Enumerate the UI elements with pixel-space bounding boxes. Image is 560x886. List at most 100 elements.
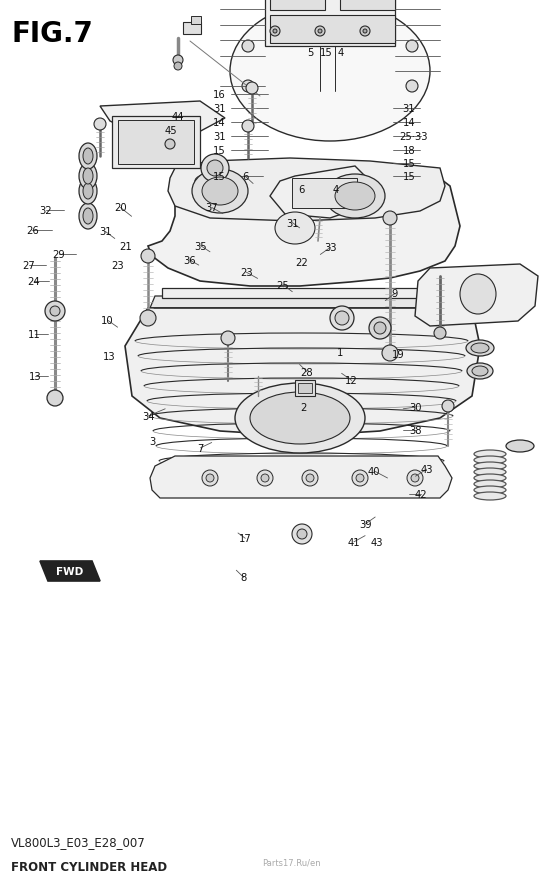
Ellipse shape <box>202 178 238 206</box>
Bar <box>340 0 395 11</box>
Text: 6: 6 <box>298 184 305 195</box>
Text: 3: 3 <box>149 436 156 447</box>
Ellipse shape <box>195 174 235 190</box>
Ellipse shape <box>474 462 506 470</box>
Ellipse shape <box>79 179 97 205</box>
Bar <box>298 384 312 393</box>
Ellipse shape <box>141 250 155 264</box>
Ellipse shape <box>292 525 312 544</box>
Text: 27: 27 <box>23 260 35 271</box>
Polygon shape <box>150 456 452 499</box>
Ellipse shape <box>270 27 280 37</box>
Ellipse shape <box>250 392 350 445</box>
Ellipse shape <box>330 307 354 330</box>
Text: 44: 44 <box>172 112 184 122</box>
Text: 31: 31 <box>403 104 415 114</box>
Text: 14: 14 <box>403 118 415 128</box>
Bar <box>112 117 200 169</box>
Text: 26: 26 <box>26 225 39 236</box>
Ellipse shape <box>242 41 254 53</box>
Text: 6: 6 <box>242 172 249 183</box>
Ellipse shape <box>374 323 386 335</box>
Text: 2: 2 <box>300 402 307 413</box>
Bar <box>270 0 325 11</box>
Text: 24: 24 <box>27 276 40 287</box>
Ellipse shape <box>318 30 322 34</box>
Ellipse shape <box>360 27 370 37</box>
Ellipse shape <box>242 120 254 133</box>
Bar <box>292 179 357 209</box>
Ellipse shape <box>47 391 63 407</box>
Text: 39: 39 <box>359 519 371 530</box>
Ellipse shape <box>45 301 65 322</box>
Ellipse shape <box>257 470 273 486</box>
Ellipse shape <box>474 475 506 483</box>
Ellipse shape <box>201 155 229 183</box>
Ellipse shape <box>356 475 364 483</box>
Text: 43: 43 <box>421 464 433 475</box>
Ellipse shape <box>472 367 488 377</box>
Ellipse shape <box>325 175 385 219</box>
Ellipse shape <box>297 530 307 540</box>
Text: 37: 37 <box>206 203 218 214</box>
Text: 15: 15 <box>213 145 226 156</box>
Text: 4: 4 <box>337 48 344 58</box>
Ellipse shape <box>302 470 318 486</box>
Ellipse shape <box>335 312 349 326</box>
Ellipse shape <box>79 144 97 170</box>
Text: 15: 15 <box>403 159 415 169</box>
Ellipse shape <box>369 318 391 339</box>
Ellipse shape <box>406 41 418 53</box>
Text: FWD: FWD <box>57 566 83 577</box>
Ellipse shape <box>442 400 454 413</box>
Ellipse shape <box>474 493 506 501</box>
Text: 22: 22 <box>295 257 307 268</box>
Text: 31: 31 <box>213 131 226 142</box>
Text: 34: 34 <box>142 411 155 422</box>
Bar <box>118 120 194 165</box>
Text: FIG.7: FIG.7 <box>11 20 93 49</box>
Ellipse shape <box>192 170 248 214</box>
Ellipse shape <box>207 161 223 177</box>
Polygon shape <box>270 167 370 219</box>
Text: 25: 25 <box>277 280 289 291</box>
Polygon shape <box>150 297 475 308</box>
Ellipse shape <box>466 340 494 356</box>
Ellipse shape <box>406 81 418 93</box>
Text: 13: 13 <box>103 351 115 361</box>
Ellipse shape <box>79 164 97 190</box>
Bar <box>270 16 395 44</box>
Ellipse shape <box>83 149 93 165</box>
Text: 15: 15 <box>213 172 226 183</box>
Text: 5: 5 <box>307 48 314 58</box>
Ellipse shape <box>230 2 430 142</box>
Text: 4: 4 <box>333 184 339 195</box>
Text: 42: 42 <box>415 489 427 500</box>
Ellipse shape <box>467 363 493 379</box>
Ellipse shape <box>411 475 419 483</box>
Text: 35: 35 <box>194 241 207 252</box>
Text: 30: 30 <box>409 402 422 413</box>
Ellipse shape <box>165 140 175 150</box>
Text: 23: 23 <box>240 268 253 278</box>
Ellipse shape <box>383 212 397 226</box>
Ellipse shape <box>434 328 446 339</box>
Ellipse shape <box>206 475 214 483</box>
Text: 33: 33 <box>324 243 337 253</box>
Ellipse shape <box>335 183 375 211</box>
Text: 32: 32 <box>40 206 52 216</box>
Ellipse shape <box>83 209 93 225</box>
Ellipse shape <box>261 475 269 483</box>
Text: 1: 1 <box>337 347 344 358</box>
Ellipse shape <box>174 63 182 71</box>
Text: 17: 17 <box>239 533 251 544</box>
Ellipse shape <box>79 204 97 229</box>
Text: 15: 15 <box>403 172 415 183</box>
Ellipse shape <box>474 469 506 477</box>
Text: 29: 29 <box>53 250 65 260</box>
Text: 20: 20 <box>114 203 127 214</box>
Ellipse shape <box>202 470 218 486</box>
Ellipse shape <box>382 346 398 361</box>
Ellipse shape <box>306 475 314 483</box>
Ellipse shape <box>235 384 365 454</box>
